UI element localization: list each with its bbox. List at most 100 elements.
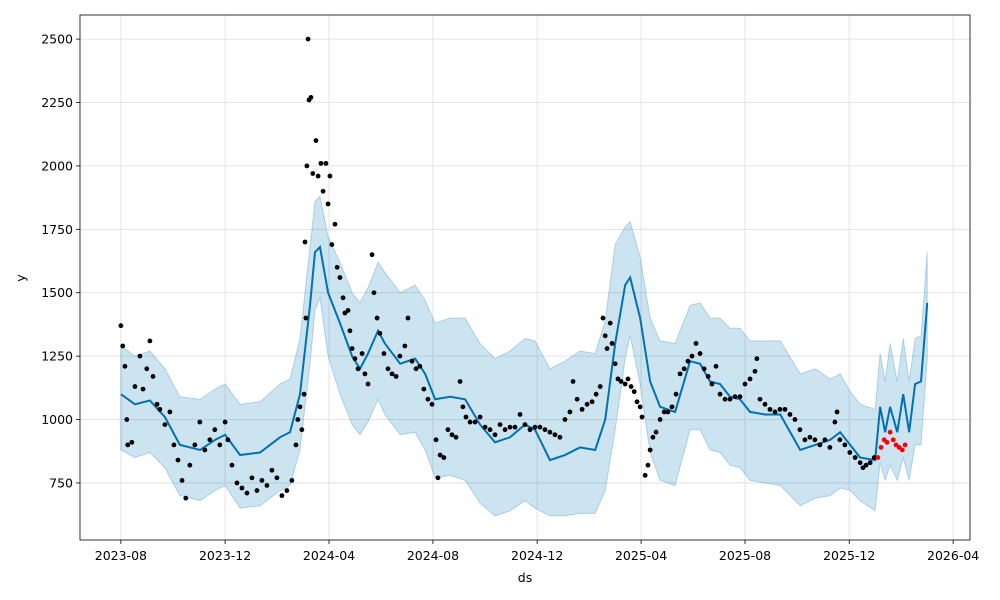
observed-point — [742, 381, 748, 387]
test-point — [884, 439, 890, 445]
observed-point — [352, 356, 358, 362]
observed-point — [345, 308, 351, 313]
observed-point — [318, 160, 324, 166]
x-tick-label: 2025-08 — [719, 548, 771, 563]
observed-point — [320, 188, 326, 194]
observed-point — [772, 409, 778, 415]
observed-point — [234, 480, 240, 486]
observed-point — [622, 381, 628, 387]
observed-point — [567, 409, 573, 415]
observed-point — [634, 399, 640, 405]
observed-point — [677, 371, 683, 377]
observed-point — [852, 455, 858, 460]
test-point — [878, 445, 884, 450]
observed-point — [477, 414, 483, 420]
test-point — [899, 447, 905, 453]
observed-point — [812, 437, 818, 443]
observed-point — [787, 412, 793, 417]
observed-point — [313, 138, 319, 143]
observed-point — [297, 404, 303, 410]
observed-point — [709, 381, 715, 387]
observed-point — [269, 467, 275, 473]
observed-point — [607, 320, 613, 326]
observed-point — [802, 437, 808, 443]
test-point — [902, 442, 908, 448]
observed-point — [437, 452, 443, 458]
observed-point — [413, 366, 419, 372]
observed-point — [140, 386, 146, 392]
observed-point — [183, 495, 189, 501]
observed-point — [239, 485, 245, 491]
observed-point — [618, 379, 624, 384]
observed-point — [122, 363, 128, 369]
observed-point — [657, 417, 663, 422]
observed-point — [589, 399, 595, 405]
observed-point — [334, 264, 340, 270]
uncertainty-band — [120, 195, 928, 517]
observed-point — [857, 460, 863, 466]
observed-point — [371, 290, 377, 296]
x-tick-label: 2026-04 — [927, 548, 979, 563]
forecast-line — [120, 244, 929, 462]
observed-point — [359, 351, 365, 356]
observed-point — [609, 341, 615, 346]
observed-point — [722, 396, 728, 402]
observed-point — [433, 437, 439, 443]
observed-point — [385, 366, 391, 372]
observed-point — [284, 488, 290, 493]
test-point — [887, 429, 893, 435]
observed-point — [557, 434, 563, 440]
observed-point — [701, 366, 707, 372]
observed-point — [449, 432, 455, 438]
observed-point — [229, 462, 235, 468]
y-tick-label: 2500 — [41, 32, 73, 47]
observed-point — [417, 363, 423, 369]
observed-point — [120, 343, 126, 349]
observed-point — [365, 381, 371, 387]
observed-point — [299, 427, 305, 433]
observed-point — [637, 404, 643, 410]
observed-point — [425, 396, 431, 402]
observed-point — [409, 358, 415, 364]
observed-point — [305, 36, 311, 42]
observed-point — [628, 384, 634, 389]
observed-point — [665, 409, 671, 415]
observed-point — [381, 351, 387, 356]
observed-point — [807, 434, 813, 440]
observed-point — [244, 490, 250, 496]
y-tick-label: 1250 — [41, 349, 73, 364]
observed-point — [192, 442, 198, 448]
observed-point — [482, 424, 488, 430]
y-axis-label: y — [13, 274, 28, 282]
observed-point — [512, 424, 518, 430]
observed-point — [863, 462, 869, 468]
observed-point — [547, 429, 553, 435]
observed-point — [507, 424, 513, 430]
observed-point — [435, 475, 441, 481]
observed-point — [669, 404, 675, 410]
observed-point — [374, 315, 380, 321]
observed-point — [362, 371, 368, 377]
observed-point — [685, 358, 691, 364]
observed-point — [225, 437, 231, 443]
observed-point — [570, 379, 576, 384]
observed-point — [308, 95, 314, 100]
observed-point — [332, 221, 338, 227]
observed-point — [389, 371, 395, 377]
observed-point — [397, 353, 403, 359]
observed-point — [289, 477, 295, 483]
observed-point — [217, 442, 223, 448]
observed-point — [579, 406, 585, 412]
observed-point — [207, 437, 213, 443]
observed-point — [602, 333, 608, 339]
observed-point — [329, 242, 335, 247]
observed-point — [453, 434, 459, 440]
observed-point — [295, 417, 301, 422]
observed-point — [584, 401, 590, 407]
observed-point — [681, 366, 687, 372]
observed-point — [125, 442, 131, 448]
observed-point — [197, 419, 203, 425]
observed-point — [757, 396, 763, 402]
observed-point — [429, 401, 435, 407]
observed-point — [522, 422, 528, 428]
